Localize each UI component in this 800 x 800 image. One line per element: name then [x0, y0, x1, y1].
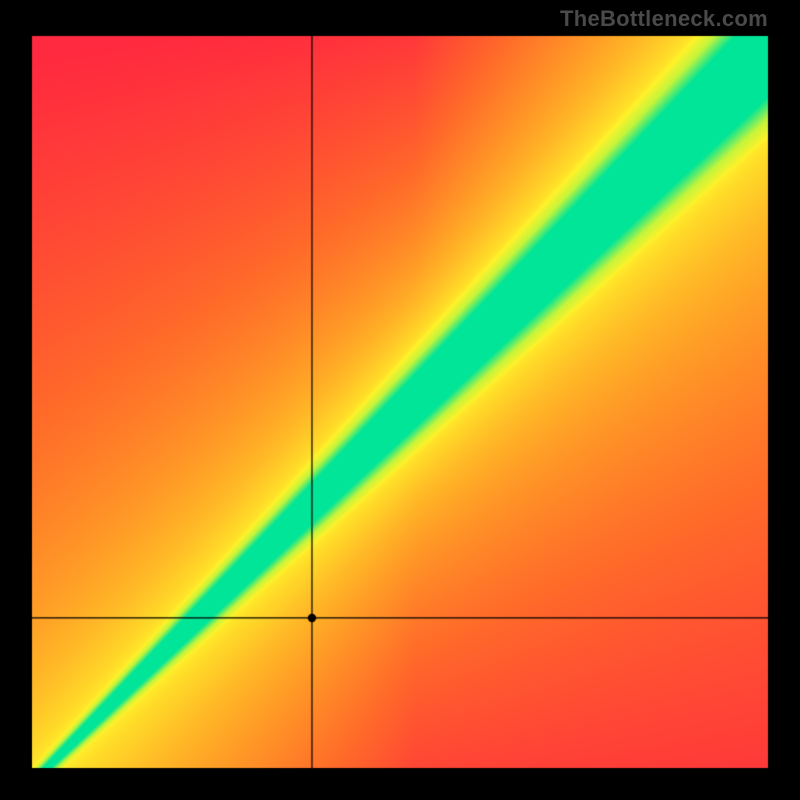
- bottleneck-heatmap: [0, 0, 800, 800]
- watermark-label: TheBottleneck.com: [560, 6, 768, 32]
- chart-container: TheBottleneck.com: [0, 0, 800, 800]
